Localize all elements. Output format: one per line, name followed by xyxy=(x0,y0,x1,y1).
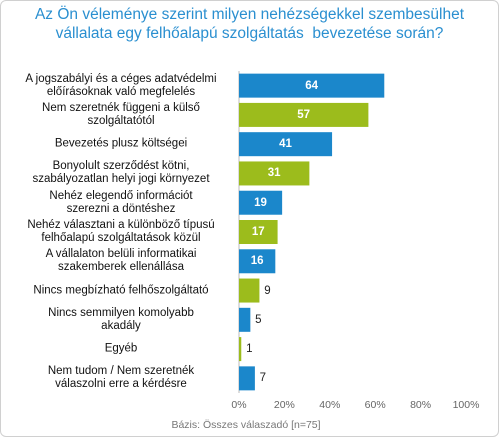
bar xyxy=(239,366,255,391)
x-tick-label: 60% xyxy=(364,399,386,411)
value-label: 64 xyxy=(305,79,319,92)
value-label: 5 xyxy=(255,313,262,326)
footnote: Bázis: Összes válaszadó [n=75] xyxy=(171,419,321,431)
chart-title: Az Ön véleménye szerint milyen nehézsége… xyxy=(34,6,465,42)
bar xyxy=(239,132,333,157)
category-label: Nem szeretnék függeni a külső szolgáltat… xyxy=(42,101,200,127)
value-label: 17 xyxy=(251,226,265,238)
value-label: 16 xyxy=(250,255,264,268)
bar xyxy=(239,278,260,303)
value-label: 7 xyxy=(259,372,267,385)
value-label: 1 xyxy=(246,343,253,356)
bar xyxy=(239,249,276,274)
bar xyxy=(239,337,242,362)
x-tick-label: 100% xyxy=(452,399,480,411)
x-tick-label: 80% xyxy=(410,399,432,411)
category-label: Nehéz választani a különböző típusú felh… xyxy=(27,219,215,244)
category-label: Nehéz elegendő információt szerezni a dö… xyxy=(49,189,193,215)
category-label: Nincs semmilyen komolyabb akadály xyxy=(48,306,194,332)
value-label: 31 xyxy=(267,167,281,180)
category-label: Nem tudom / Nem szeretnék válaszolni err… xyxy=(47,365,195,391)
bar xyxy=(239,190,283,215)
bar xyxy=(239,102,369,127)
bar xyxy=(239,73,385,98)
category-label: Egyéb xyxy=(104,342,138,355)
value-label: 57 xyxy=(297,108,311,121)
category-label: A jogszabályi és a céges adatvédelmi elő… xyxy=(25,72,217,98)
category-label: A vállalaton belüli informatikai szakemb… xyxy=(45,248,197,274)
bar xyxy=(239,161,310,186)
x-tick-label: 0% xyxy=(231,399,247,411)
category-label: Nincs megbízható felhőszolgáltató xyxy=(33,284,209,297)
category-label: Bonyolult szerződést kötni, szabályozatl… xyxy=(32,160,210,186)
bar xyxy=(239,220,278,244)
x-tick-label: 20% xyxy=(273,399,295,411)
category-label: Bevezetés plusz költségei xyxy=(54,137,188,150)
value-label: 41 xyxy=(279,138,292,151)
value-label: 19 xyxy=(254,196,267,209)
value-label: 9 xyxy=(264,284,271,297)
x-tick-label: 40% xyxy=(319,399,341,411)
bar xyxy=(239,307,251,332)
